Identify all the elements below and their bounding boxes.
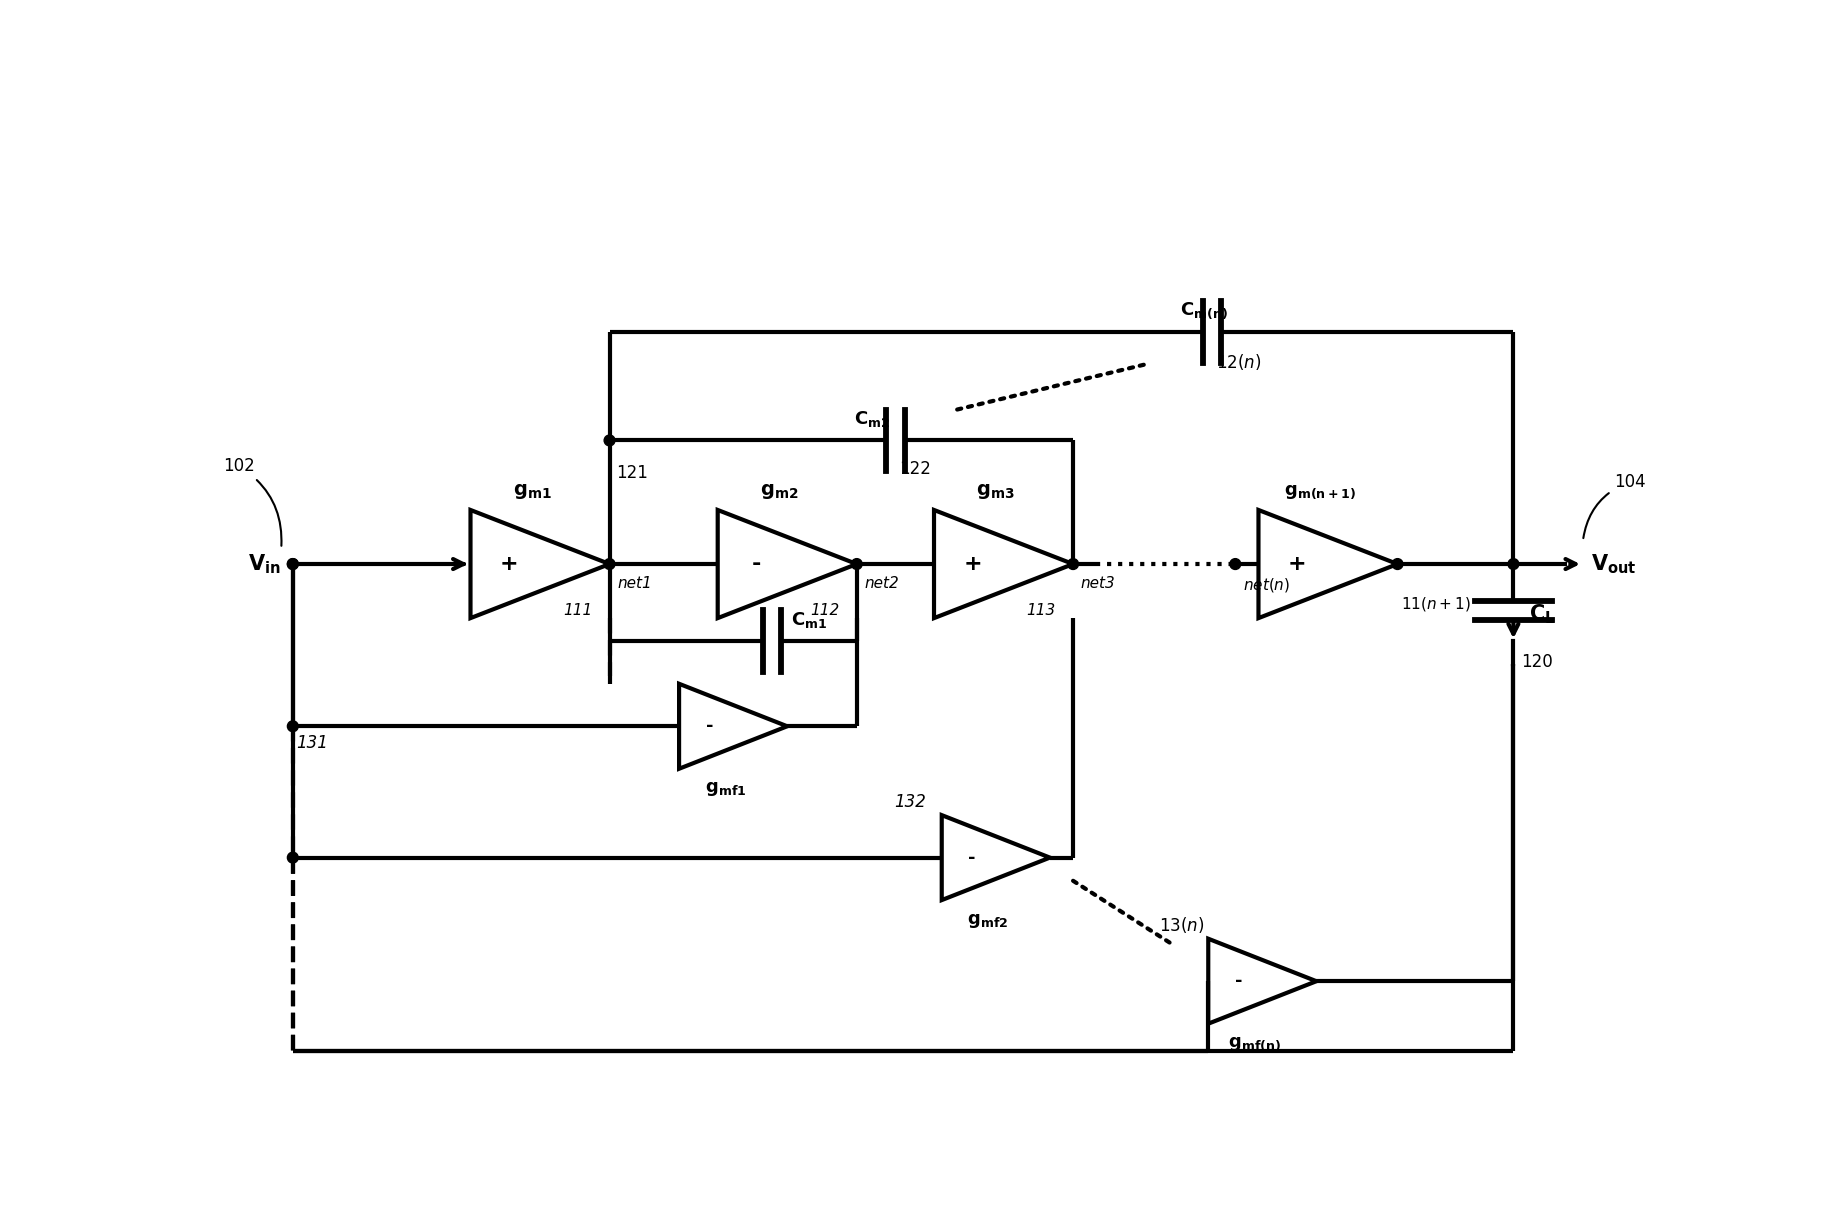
Text: +: + [1288,554,1307,574]
Text: -: - [752,554,761,574]
Circle shape [287,558,298,569]
Text: $\mathbf{g_{mf1}}$: $\mathbf{g_{mf1}}$ [705,781,747,798]
Text: 113: 113 [1027,602,1056,618]
Circle shape [604,558,615,569]
Text: $\mathbf{V_{in}}$: $\mathbf{V_{in}}$ [249,552,282,575]
Circle shape [287,558,298,569]
Text: 102: 102 [223,458,282,546]
Text: -: - [1235,972,1243,990]
Text: +: + [964,554,983,574]
Text: $\mathbf{C_L}$: $\mathbf{C_L}$ [1528,602,1556,625]
Text: $net(n)$: $net(n)$ [1243,575,1290,594]
Text: +: + [500,554,518,574]
Text: $\mathbf{C_{m2}}$: $\mathbf{C_{m2}}$ [855,409,891,428]
Circle shape [287,721,298,732]
Text: $\mathbf{g_{mf(n)}}$: $\mathbf{g_{mf(n)}}$ [1228,1036,1281,1054]
Text: $\mathbf{C_{m1}}$: $\mathbf{C_{m1}}$ [791,610,827,629]
Text: $11(n+1)$: $11(n+1)$ [1402,595,1471,613]
Text: net1: net1 [617,575,651,591]
Text: net3: net3 [1082,575,1116,591]
Text: 104: 104 [1583,472,1645,539]
Text: 131: 131 [296,734,329,752]
Circle shape [1230,558,1241,569]
Text: $\mathbf{V_{out}}$: $\mathbf{V_{out}}$ [1590,552,1636,575]
Text: $\mathbf{C_{m(n)}}$: $\mathbf{C_{m(n)}}$ [1180,300,1228,321]
Text: 121: 121 [615,464,648,481]
Text: 122: 122 [899,460,931,477]
Text: $\mathbf{g_{m3}}$: $\mathbf{g_{m3}}$ [977,482,1016,501]
Text: 111: 111 [564,602,593,618]
Text: $\mathbf{g_{m2}}$: $\mathbf{g_{m2}}$ [759,482,800,501]
Text: net2: net2 [864,575,899,591]
Text: -: - [706,717,714,736]
Text: 132: 132 [895,793,926,812]
Text: $13(n)$: $13(n)$ [1158,914,1204,935]
Circle shape [851,558,862,569]
Circle shape [604,435,615,446]
Text: $\mathbf{g_{m1}}$: $\mathbf{g_{m1}}$ [512,482,553,501]
Circle shape [1067,558,1078,569]
Text: $\mathbf{g_{mf2}}$: $\mathbf{g_{mf2}}$ [968,912,1008,930]
Text: $12(n)$: $12(n)$ [1215,351,1261,372]
Text: -: - [968,848,975,867]
Text: $\mathbf{g_{m(n+1)}}$: $\mathbf{g_{m(n+1)}}$ [1285,482,1356,501]
Text: 120: 120 [1521,652,1554,671]
Circle shape [1393,558,1404,569]
Circle shape [287,852,298,863]
Circle shape [1508,558,1519,569]
Text: 112: 112 [811,602,840,618]
